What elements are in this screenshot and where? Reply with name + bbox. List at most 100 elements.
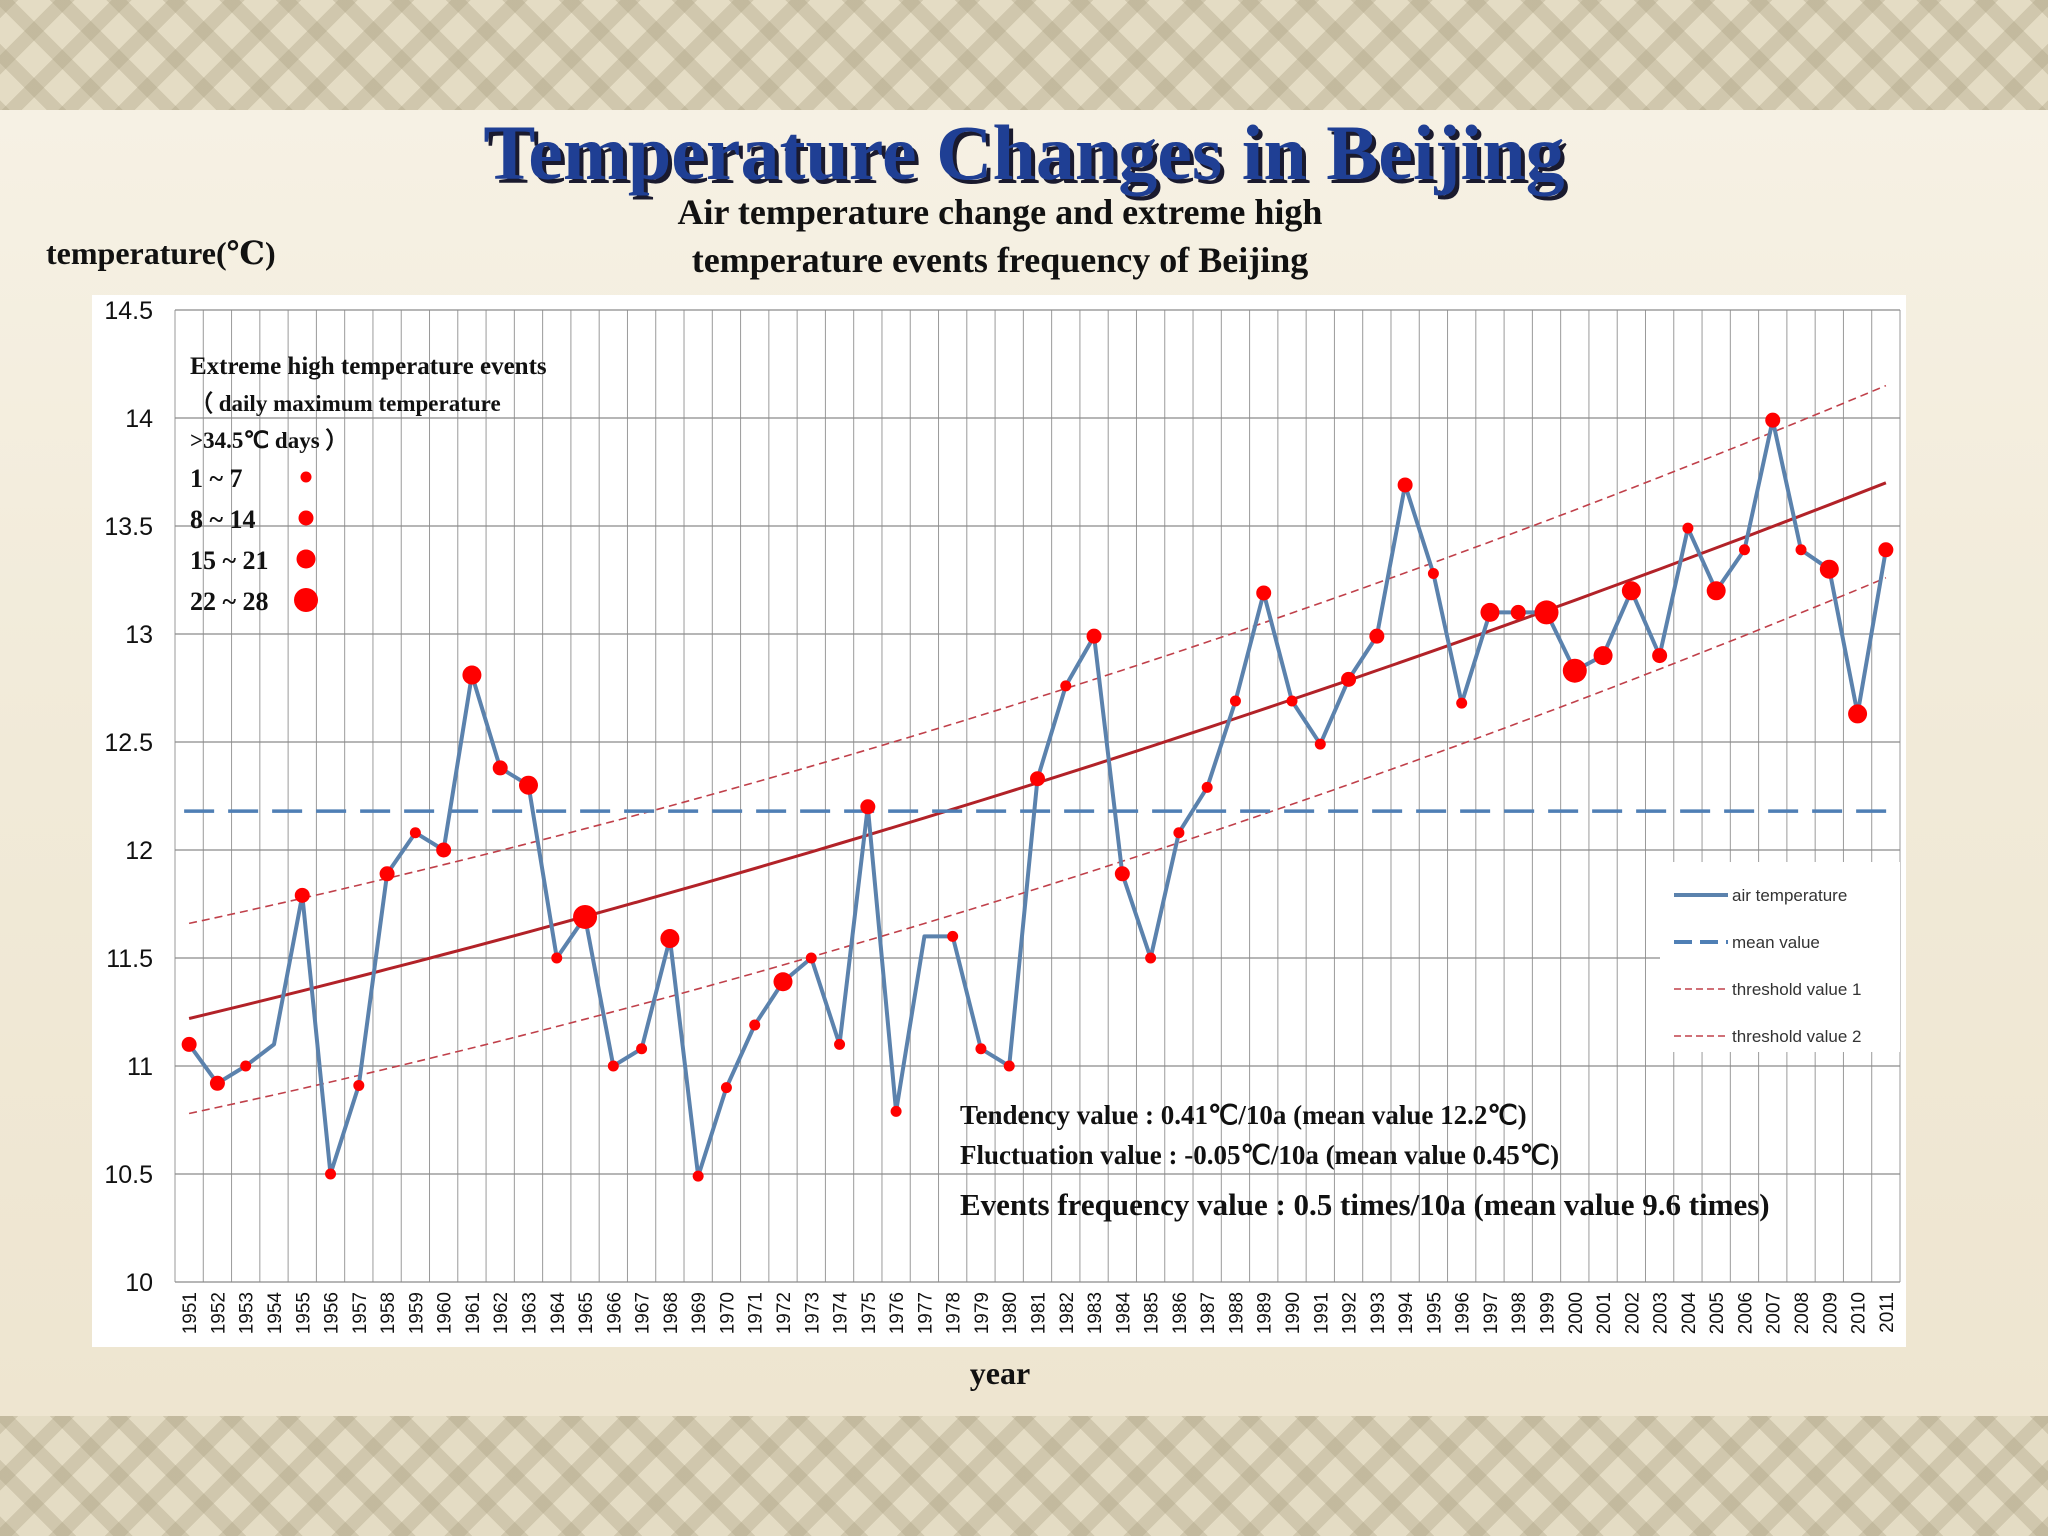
x-tick-label: 1967 [633,1292,654,1334]
chart-subtitle-line-1: Air temperature change and extreme high [677,192,1323,232]
x-tick-label: 1957 [350,1292,371,1334]
event-point [720,1082,732,1094]
event-point [1003,1060,1015,1072]
x-tick-label: 1990 [1283,1292,1304,1334]
plot-area [92,295,1906,1347]
x-tick-label: 2010 [1849,1292,1870,1334]
x-tick-label: 1958 [378,1292,399,1334]
event-point [1738,544,1750,556]
event-point [1510,604,1526,620]
event-point [890,1105,902,1117]
x-tick-label: 1956 [322,1292,343,1334]
events-legend-class-label: 15 ~ 21 [190,546,269,575]
x-tick-label: 1991 [1311,1292,1332,1334]
x-tick-label: 2006 [1735,1292,1756,1334]
event-point [860,799,876,815]
y-axis-caption: temperature(℃) [46,235,276,271]
x-tick-label: 1977 [915,1292,936,1334]
event-point [1819,559,1839,579]
event-point [1621,581,1641,601]
y-tick-label: 12 [125,837,153,865]
decorative-top-band [0,0,2048,120]
event-point [1145,952,1157,964]
chart-subtitle-line-2: temperature events frequency of Beijing [691,240,1309,280]
event-point [409,827,421,839]
x-tick-label: 1981 [1029,1292,1050,1334]
x-tick-label: 1974 [831,1292,852,1335]
slide-title: Temperature Changes in Beijing [483,109,1565,196]
x-tick-label: 2008 [1792,1292,1813,1334]
event-point [1397,477,1413,493]
event-point [975,1043,987,1055]
x-tick-label: 1953 [237,1292,258,1334]
event-point [294,887,310,903]
threshold-2-line [188,577,1887,1115]
x-tick-label: 1987 [1198,1292,1219,1334]
x-tick-label: 1997 [1481,1292,1502,1334]
decorative-bottom-band [0,1416,2048,1536]
x-tick-label: 1973 [802,1292,823,1334]
event-point [1878,542,1894,558]
x-tick-label: 1971 [746,1292,767,1334]
x-tick-label: 1994 [1396,1292,1417,1335]
annotation-1: Tendency value : 0.41℃/10a (mean value 1… [960,1100,1527,1130]
event-point [1369,628,1385,644]
events-legend: Extreme high temperature events （ daily m… [190,353,547,616]
x-axis-caption: year [969,1355,1031,1391]
x-tick-label: 1951 [180,1292,201,1334]
event-point [1562,658,1587,683]
x-tick-label: 1972 [774,1292,795,1334]
event-point [692,1170,704,1182]
event-point [379,866,395,882]
x-tick-label: 1964 [548,1292,569,1335]
x-tick-label: 1993 [1368,1292,1389,1334]
chart-subtitle: Air temperature change and extreme high … [500,188,1500,284]
x-tick-label: 1986 [1170,1292,1191,1334]
legend-label-3: threshold value 1 [1732,980,1861,999]
event-point [1229,695,1241,707]
threshold-1-line [188,384,1887,925]
events-legend-title-line3: >34.5℃ days ） [190,427,348,453]
x-tick-label: 2009 [1820,1292,1841,1334]
y-tick-label: 11.5 [106,945,153,973]
event-point [947,930,959,942]
event-point [1848,704,1868,724]
event-point [492,760,508,776]
x-tick-label: 1970 [717,1292,738,1334]
y-tick-label: 13.5 [104,513,153,541]
x-tick-label: 2000 [1566,1292,1587,1334]
events-legend-dot [298,510,314,526]
x-tick-label: 1999 [1538,1292,1559,1334]
event-point [1682,522,1694,534]
events-legend-class-label: 22 ~ 28 [190,587,269,616]
x-tick-label: 1966 [604,1292,625,1334]
x-tick-label: 1968 [661,1292,682,1334]
event-point [1314,738,1326,750]
annotation-3: Events frequency value : 0.5 times/10a (… [960,1187,1770,1222]
x-tick-label: 1969 [689,1292,710,1334]
x-tick-label: 1955 [293,1292,314,1334]
event-point [1060,680,1072,692]
event-point [1795,544,1807,556]
x-tick-label: 2011 [1877,1292,1898,1333]
events-legend-dot [294,588,318,612]
event-point [1652,648,1668,664]
y-tick-label: 12.5 [104,729,153,757]
x-tick-label: 1995 [1424,1292,1445,1334]
event-point [1286,695,1298,707]
event-point [660,929,680,949]
x-tick-label: 1976 [887,1292,908,1334]
x-tick-label: 1982 [1057,1292,1078,1334]
x-tick-label: 1989 [1255,1292,1276,1334]
event-point [834,1038,846,1050]
x-tick-label: 1963 [519,1292,540,1334]
y-tick-label: 14.5 [104,297,153,325]
events-legend-title-line2: （ daily maximum temperature [190,390,501,416]
x-tick-label: 2001 [1594,1292,1615,1334]
x-tick-label: 1996 [1453,1292,1474,1334]
y-tick-label: 14 [125,405,153,433]
x-tick-label: 1985 [1142,1292,1163,1334]
event-point [1341,671,1357,687]
y-tick-label: 13 [125,621,153,649]
